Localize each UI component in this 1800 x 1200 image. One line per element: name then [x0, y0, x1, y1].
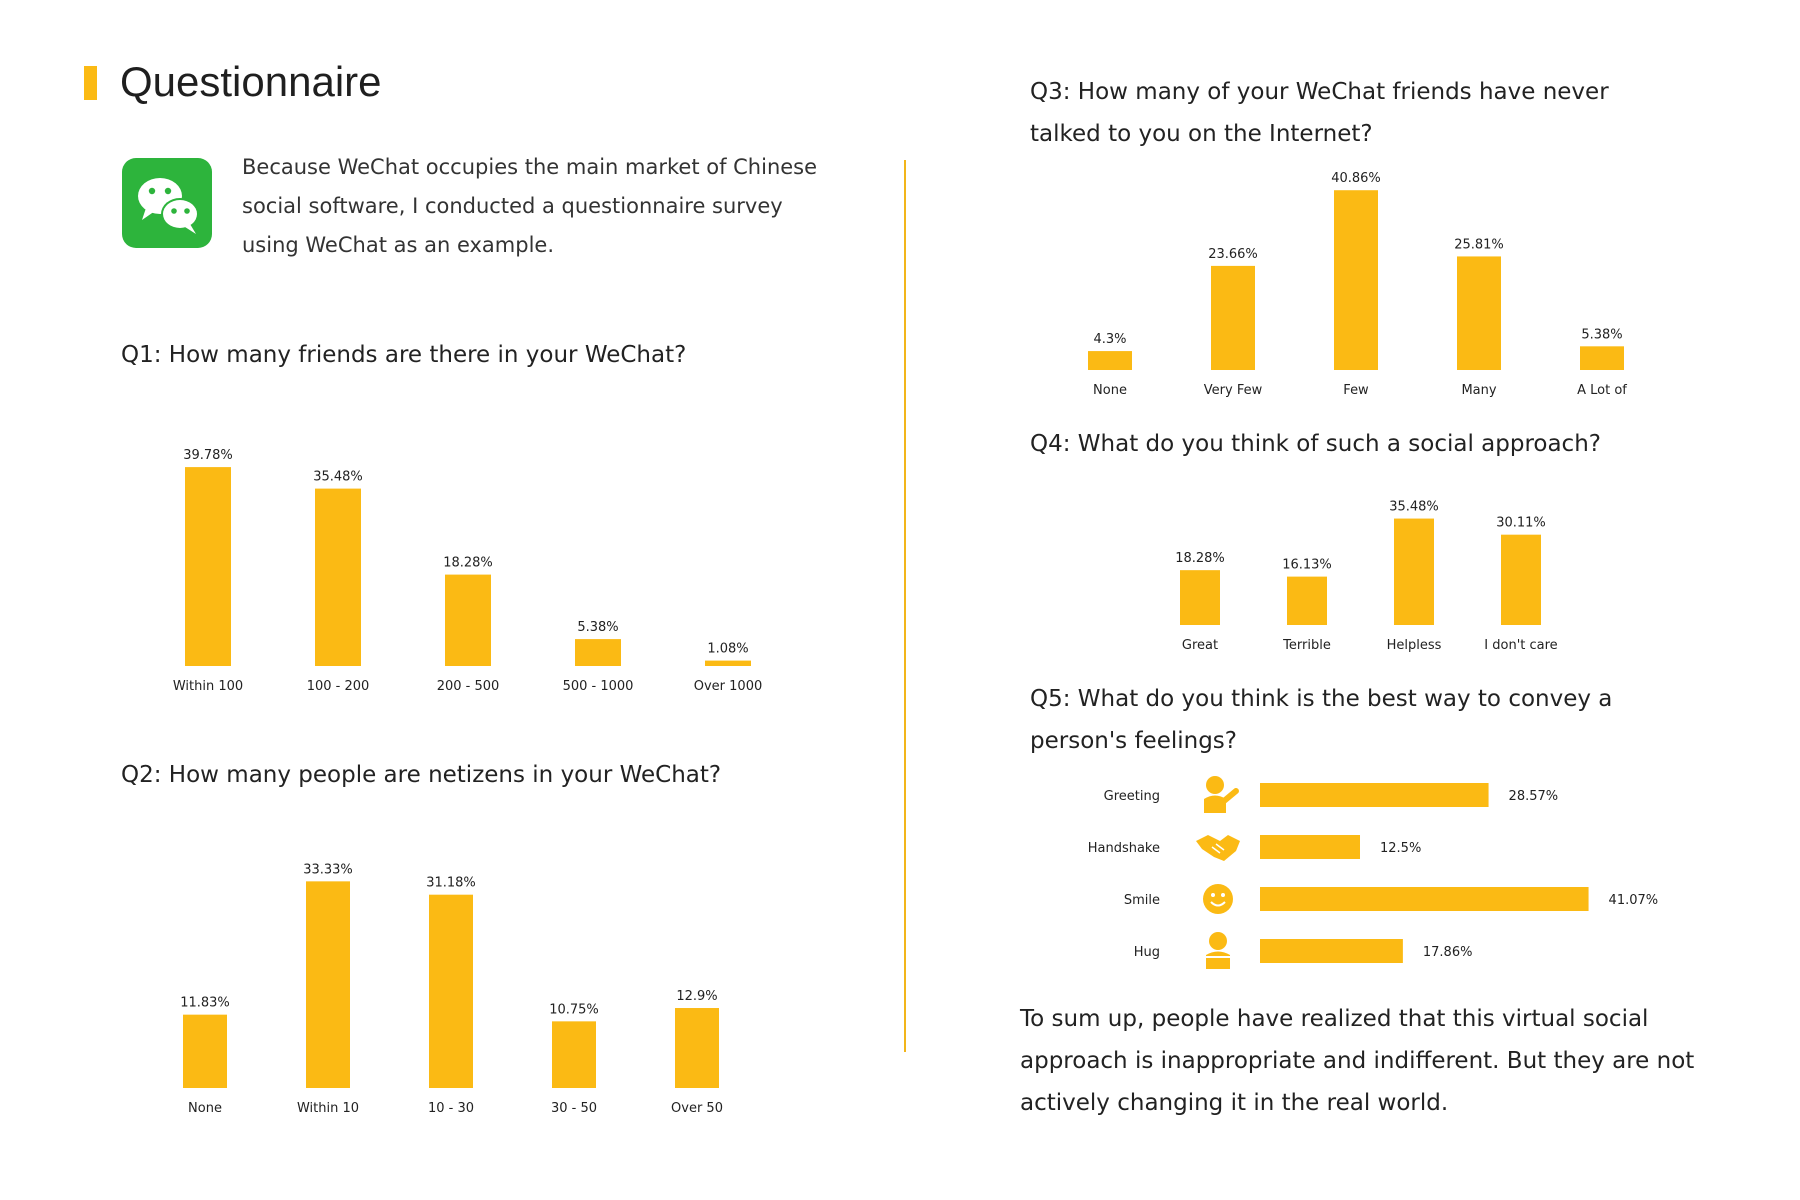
q1-bar-4 — [705, 660, 751, 666]
q2-category-label-4: Over 50 — [671, 1101, 723, 1116]
q5-value-label-1: 12.5% — [1380, 841, 1421, 856]
q5-category-label-1: Handshake — [1088, 841, 1160, 856]
q2-chart: 11.83% None 33.33% Within 10 31.18% 10 - 30 10… — [150, 850, 790, 1120]
q4-category-label-2: Helpless — [1387, 638, 1442, 653]
q5-value-label-0: 28.57% — [1509, 789, 1559, 804]
q4-bar-2 — [1394, 518, 1434, 625]
column-divider — [904, 160, 906, 1052]
q4-value-label-3: 30.11% — [1496, 516, 1546, 531]
q2-bar-0 — [183, 1014, 227, 1088]
q5-title: Q5: What do you think is the best way to… — [1030, 686, 1613, 754]
q3-value-label-0: 4.3% — [1093, 332, 1126, 347]
q4-value-label-1: 16.13% — [1282, 558, 1332, 573]
smiley-face-icon — [1203, 884, 1233, 914]
q1-value-label-2: 18.28% — [443, 556, 493, 571]
q5-bar-1 — [1260, 835, 1360, 859]
q2-bar-3 — [552, 1021, 596, 1088]
waving-person-icon — [1204, 776, 1239, 813]
wechat-logo-icon — [122, 158, 212, 248]
q2-title: Q2: How many people are netizens in your… — [121, 762, 722, 788]
q1-category-label-3: 500 - 1000 — [563, 679, 634, 694]
q3-category-label-4: A Lot of — [1577, 383, 1627, 398]
q2-category-label-1: Within 10 — [297, 1101, 359, 1116]
q3-category-label-2: Few — [1343, 383, 1369, 398]
q1-category-label-1: 100 - 200 — [307, 679, 370, 694]
q1-value-label-4: 1.08% — [707, 642, 748, 657]
q2-bar-2 — [429, 894, 473, 1088]
handshake-icon — [1196, 835, 1240, 861]
q3-bar-4 — [1580, 346, 1624, 370]
q1-bar-3 — [575, 639, 621, 666]
q3-category-label-1: Very Few — [1204, 383, 1263, 398]
q1-value-label-1: 35.48% — [313, 470, 363, 485]
summary-text: To sum up, people have realized that thi… — [1020, 1006, 1695, 1116]
q1-value-label-3: 5.38% — [577, 620, 618, 635]
intro-text: Because WeChat occupies the main market … — [242, 155, 818, 257]
q1-category-label-2: 200 - 500 — [437, 679, 500, 694]
q1-category-label-0: Within 100 — [173, 679, 243, 694]
q3-bar-1 — [1211, 265, 1255, 370]
q4-bar-0 — [1180, 570, 1220, 625]
q1-value-label-0: 39.78% — [183, 448, 233, 463]
q2-category-label-3: 30 - 50 — [551, 1101, 597, 1116]
q3-value-label-1: 23.66% — [1208, 247, 1258, 262]
hugging-person-icon — [1204, 932, 1232, 969]
q4-category-label-3: I don't care — [1484, 638, 1557, 653]
q2-bar-1 — [306, 881, 350, 1088]
q3-title: Q3: How many of your WeChat friends have… — [1030, 79, 1609, 147]
title-accent-bar — [84, 66, 97, 100]
q2-value-label-0: 11.83% — [180, 996, 230, 1011]
q4-bar-1 — [1287, 576, 1327, 625]
q5-bar-0 — [1260, 783, 1489, 807]
q5-value-label-2: 41.07% — [1609, 893, 1659, 908]
q4-title: Q4: What do you think of such a social a… — [1030, 431, 1601, 457]
q2-value-label-4: 12.9% — [676, 989, 717, 1004]
q3-value-label-2: 40.86% — [1331, 171, 1381, 186]
q1-bar-2 — [445, 574, 491, 666]
q3-bar-0 — [1088, 351, 1132, 370]
q4-value-label-2: 35.48% — [1389, 500, 1439, 515]
q2-category-label-2: 10 - 30 — [428, 1101, 474, 1116]
q4-bar-3 — [1501, 534, 1541, 625]
q3-category-label-0: None — [1093, 383, 1127, 398]
q4-value-label-0: 18.28% — [1175, 551, 1225, 566]
q1-bar-0 — [185, 467, 231, 666]
q3-value-label-3: 25.81% — [1454, 237, 1504, 252]
q1-category-label-4: Over 1000 — [694, 679, 763, 694]
q4-category-label-0: Great — [1182, 638, 1218, 653]
q4-chart: 18.28% Great 16.13% Terrible 35.48% Helpless 3… — [1150, 490, 1590, 653]
q3-bar-3 — [1457, 256, 1501, 370]
q5-bar-2 — [1260, 887, 1589, 911]
q1-title: Q1: How many friends are there in your W… — [121, 342, 687, 368]
q2-value-label-1: 33.33% — [303, 862, 353, 877]
q5-category-label-2: Smile — [1124, 893, 1160, 908]
q5-chart: Greeting 28.57% Handshake 12.5% Smile 41.07% H… — [1088, 768, 1720, 978]
q4-category-label-1: Terrible — [1282, 638, 1331, 653]
q2-category-label-0: None — [188, 1101, 222, 1116]
q3-chart: 4.3% None 23.66% Very Few 40.86% Few 25.81% Man… — [1060, 145, 1680, 400]
q5-category-label-0: Greeting — [1104, 789, 1160, 804]
q5-bar-3 — [1260, 939, 1403, 963]
page-title: Questionnaire — [120, 58, 382, 105]
q5-category-label-3: Hug — [1134, 945, 1160, 960]
q1-chart: 39.78% Within 100 35.48% 100 - 200 18.28% 200… — [150, 430, 790, 700]
q2-bar-4 — [675, 1008, 719, 1088]
q3-category-label-3: Many — [1461, 383, 1496, 398]
q3-bar-2 — [1334, 190, 1378, 370]
q1-bar-1 — [315, 488, 361, 666]
q2-value-label-3: 10.75% — [549, 1002, 599, 1017]
q2-value-label-2: 31.18% — [426, 876, 476, 891]
q5-value-label-3: 17.86% — [1423, 945, 1473, 960]
q3-value-label-4: 5.38% — [1581, 327, 1622, 342]
